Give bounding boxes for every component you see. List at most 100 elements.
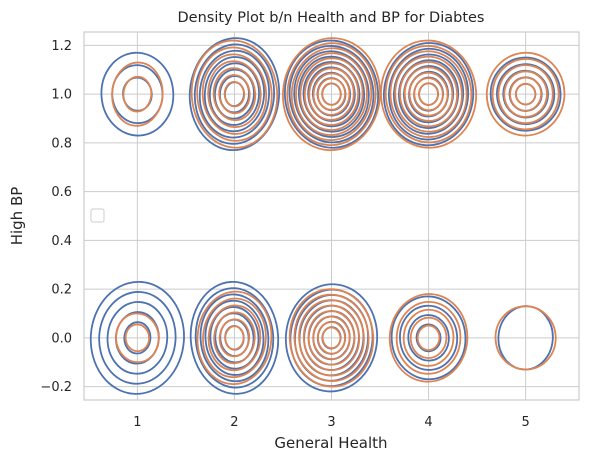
contour-ring xyxy=(389,50,468,138)
contour-ring xyxy=(408,71,449,117)
contour-ring xyxy=(288,45,375,144)
x-axis-ticks: 1 2 3 4 5 xyxy=(133,415,530,430)
contour-ring xyxy=(398,59,460,129)
contour-ring xyxy=(491,58,560,131)
contour-ring xyxy=(308,67,355,121)
chart-title: Density Plot b/n Health and BP for Diabt… xyxy=(178,10,485,26)
y-tick-label: 0.4 xyxy=(51,234,72,249)
contour-ring xyxy=(382,42,475,147)
contour-ring xyxy=(418,82,439,106)
y-tick-label: 0.0 xyxy=(51,331,72,346)
contour-ring xyxy=(124,323,151,353)
contour-ring xyxy=(384,45,473,144)
contour-ring xyxy=(399,61,459,128)
contour-ring xyxy=(395,300,462,375)
x-tick-label: 1 xyxy=(133,415,141,430)
contour-ring xyxy=(123,321,152,355)
contour-ring xyxy=(218,74,251,115)
contour-ring xyxy=(212,67,257,122)
contour-ring xyxy=(190,39,279,149)
contour-ring xyxy=(402,308,455,367)
contour-ring xyxy=(201,53,268,135)
contour-ring xyxy=(388,47,470,141)
contour-ring xyxy=(286,42,377,147)
y-axis-ticks: −0.2 0.0 0.2 0.4 0.6 0.8 1.0 1.2 xyxy=(40,39,72,395)
contour-ring xyxy=(403,66,454,122)
contour-ring xyxy=(509,76,543,112)
contour-ring xyxy=(290,47,373,141)
contour-ring xyxy=(321,82,342,106)
contour-ring xyxy=(189,280,280,395)
contour-ring xyxy=(293,293,370,382)
contour-ring xyxy=(207,304,262,372)
contour-ring xyxy=(218,318,251,358)
contour-ring xyxy=(409,316,448,359)
contour-ring xyxy=(393,53,465,135)
contour-ring xyxy=(188,37,281,152)
contour-ring xyxy=(416,324,441,352)
y-tick-label: 0.2 xyxy=(51,283,72,298)
x-tick-label: 4 xyxy=(424,415,432,430)
contour-ring xyxy=(485,51,566,137)
contour-ring xyxy=(303,62,360,126)
contour-ring xyxy=(489,56,562,132)
y-axis-label: High BP xyxy=(8,187,26,246)
plot-frame xyxy=(83,31,580,401)
contour-ring xyxy=(407,314,450,362)
contour-ring xyxy=(284,283,379,393)
contour-ring xyxy=(89,280,185,395)
contour-ring xyxy=(297,55,366,133)
contour-ring xyxy=(302,304,361,372)
y-tick-label: 0.6 xyxy=(51,185,72,200)
x-axis-label: General Health xyxy=(274,434,387,452)
contour-ring xyxy=(213,311,256,365)
contour-ring xyxy=(494,305,557,371)
contour-ring xyxy=(202,297,267,379)
legend-box xyxy=(90,208,105,223)
y-tick-label: −0.2 xyxy=(40,380,72,395)
contour-ring xyxy=(111,61,164,127)
contour-ring xyxy=(282,37,381,152)
contour-ring xyxy=(288,288,375,388)
contour-ring xyxy=(207,60,262,128)
contour-ring xyxy=(199,293,270,383)
contour-ring xyxy=(213,68,255,120)
y-tick-label: 1.2 xyxy=(51,39,72,54)
y-tick-label: 0.8 xyxy=(51,136,72,151)
x-tick-label: 5 xyxy=(521,415,529,430)
contour-ring xyxy=(223,81,246,108)
contour-ring xyxy=(196,46,273,142)
contour-ring xyxy=(299,57,364,131)
y-tick-label: 1.0 xyxy=(51,88,72,103)
contour-ring xyxy=(298,299,365,377)
contour-ring xyxy=(295,52,368,136)
contour-ring xyxy=(106,301,169,375)
contour-ring xyxy=(321,326,342,350)
contour-ring xyxy=(390,295,467,381)
contour-ring xyxy=(302,61,361,128)
contour-layer xyxy=(89,37,566,395)
x-tick-label: 3 xyxy=(327,415,335,430)
contour-ring xyxy=(203,56,265,133)
contour-ring xyxy=(193,43,276,145)
contour-ring xyxy=(196,290,273,386)
contour-ring xyxy=(496,63,556,126)
contour-ring xyxy=(209,306,260,370)
contour-ring xyxy=(307,310,356,366)
contour-ring xyxy=(399,304,459,371)
contour-ring xyxy=(208,62,260,126)
contour-ring xyxy=(388,293,469,383)
contour-ring xyxy=(415,323,442,353)
contour-ring xyxy=(115,312,160,364)
contour-ring xyxy=(100,51,175,137)
contour-ring xyxy=(198,49,270,139)
contour-ring xyxy=(204,299,265,376)
contour-ring xyxy=(497,64,554,125)
contour-ring xyxy=(98,291,177,385)
contour-ring xyxy=(380,39,478,149)
x-tick-label: 2 xyxy=(230,415,238,430)
contour-ring xyxy=(316,77,347,111)
contour-ring xyxy=(283,39,380,149)
contour-ring xyxy=(122,75,153,113)
